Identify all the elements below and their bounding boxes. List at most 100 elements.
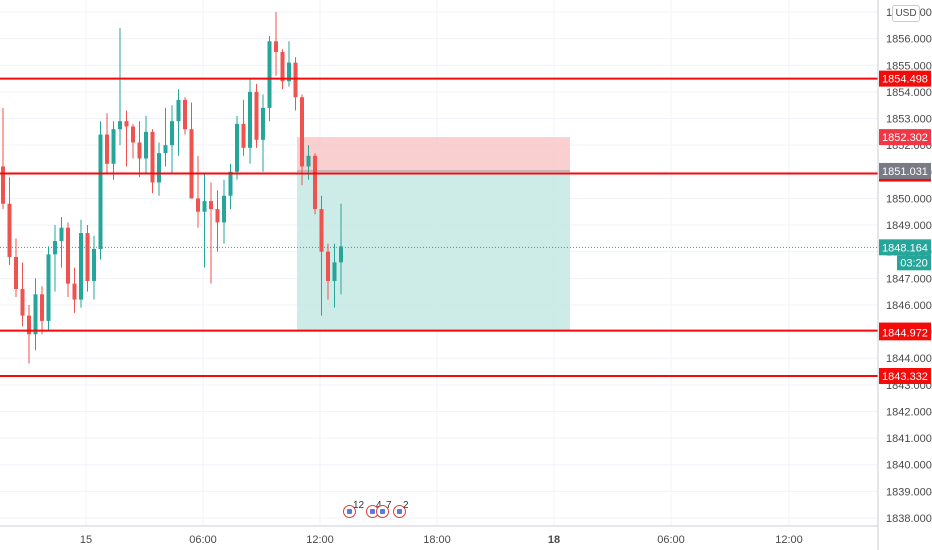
event-flag-icon[interactable]	[393, 505, 406, 518]
event-count: 2	[403, 500, 409, 511]
time-tick-label: 12:00	[306, 534, 334, 546]
price-tick-label: 1840.000	[886, 460, 932, 472]
candle-body	[98, 134, 103, 250]
marker-price-label-text: 1844.972	[882, 327, 928, 339]
candle	[183, 97, 187, 135]
marker-price-label: 1844.972	[879, 324, 931, 341]
current-price-label-background	[879, 239, 931, 256]
time-ticks: 15 06:00 12:00 18:00 18 06:00 12:00	[80, 534, 803, 546]
candle	[163, 107, 168, 167]
event-flag-icon[interactable]	[376, 505, 389, 518]
candle-body	[183, 99, 187, 130]
candle-body	[59, 227, 64, 242]
horizontal-levels[interactable]	[0, 77, 878, 378]
candle-body	[72, 283, 77, 300]
candle-body	[261, 107, 265, 140]
candle	[274, 12, 278, 76]
candle-body	[274, 41, 278, 52]
candle-body	[85, 233, 90, 281]
candle-body	[163, 145, 168, 154]
candle	[332, 243, 337, 308]
candle	[79, 219, 83, 308]
marker-price-label: 1851.031	[879, 162, 931, 179]
candle	[254, 83, 259, 148]
marker-price-label-background	[879, 129, 931, 146]
candle	[1, 107, 5, 210]
candle-body	[280, 51, 285, 82]
time-axis[interactable]: 15 06:00 12:00 18:00 18 06:00 12:00	[0, 525, 878, 546]
candle	[20, 262, 25, 327]
time-tick-label: 06:00	[189, 534, 217, 546]
level-price-label-background	[879, 368, 931, 385]
candle-body	[46, 254, 51, 321]
stop-loss-zone[interactable]	[297, 137, 570, 171]
price-tick-label: 1850.000	[886, 193, 932, 205]
candle-body	[326, 251, 330, 281]
candle	[222, 179, 226, 244]
candle-body	[131, 126, 135, 143]
candle-body	[319, 209, 324, 252]
candle-body	[137, 142, 142, 159]
candle	[261, 94, 265, 172]
candle	[105, 113, 109, 175]
candle-body	[306, 155, 311, 167]
candle-body	[339, 246, 343, 263]
candle-body	[254, 91, 259, 140]
candle-body	[7, 203, 12, 258]
short-position-tool[interactable]	[297, 137, 570, 331]
candle	[7, 177, 12, 265]
candle	[241, 99, 246, 156]
candle-body	[150, 131, 155, 183]
candle-body	[118, 121, 122, 130]
price-axis-background	[878, 0, 932, 550]
candle	[92, 235, 96, 300]
countdown-label: 03:20	[897, 255, 931, 271]
candle	[280, 49, 285, 90]
candle	[111, 121, 116, 180]
candle	[14, 238, 18, 297]
price-tick-label: 1854.000	[886, 87, 932, 99]
candle	[85, 225, 90, 292]
event-flag-icon[interactable]	[343, 505, 356, 518]
current-price-label-text: 1848.164	[882, 242, 928, 254]
candle-body	[105, 134, 109, 164]
candle-body	[79, 233, 83, 300]
candle	[196, 155, 200, 228]
countdown-label-text: 03:20	[900, 257, 928, 269]
candle	[287, 41, 291, 87]
price-tick-label: 1855.000	[886, 60, 932, 72]
candle	[53, 225, 57, 292]
event-count: 7	[386, 500, 392, 511]
level-price-label-background	[879, 70, 931, 87]
candle	[248, 78, 252, 164]
candle-body	[1, 166, 5, 204]
candle-body	[92, 249, 96, 281]
candle	[293, 57, 298, 111]
currency-badge[interactable]: USD	[892, 5, 920, 22]
marker-price-label-background	[879, 162, 931, 179]
candle-body	[170, 121, 174, 146]
candle-body	[27, 315, 31, 335]
candle-body	[300, 97, 304, 167]
take-profit-zone[interactable]	[297, 170, 570, 331]
candle-body	[293, 62, 298, 98]
time-tick-label: 06:00	[657, 534, 685, 546]
candle-body	[40, 294, 44, 321]
time-tick-label: 18	[548, 534, 560, 546]
candle	[215, 190, 220, 252]
candle	[326, 243, 330, 300]
candle-body	[196, 198, 200, 212]
price-axis[interactable]: 1838.000 1839.000 1840.000 1841.000 1842.000…	[877, 0, 932, 550]
candle	[59, 217, 64, 268]
level-price-label: 1843.332	[879, 368, 931, 385]
candle	[228, 163, 233, 210]
candle-body	[248, 91, 252, 148]
candle-body	[144, 131, 148, 159]
candle	[235, 115, 239, 180]
candle	[124, 110, 129, 167]
price-tick-label: 1842.000	[886, 406, 932, 418]
current-price-label: 1848.164	[879, 239, 931, 256]
candle	[313, 153, 317, 215]
candle	[27, 304, 31, 364]
